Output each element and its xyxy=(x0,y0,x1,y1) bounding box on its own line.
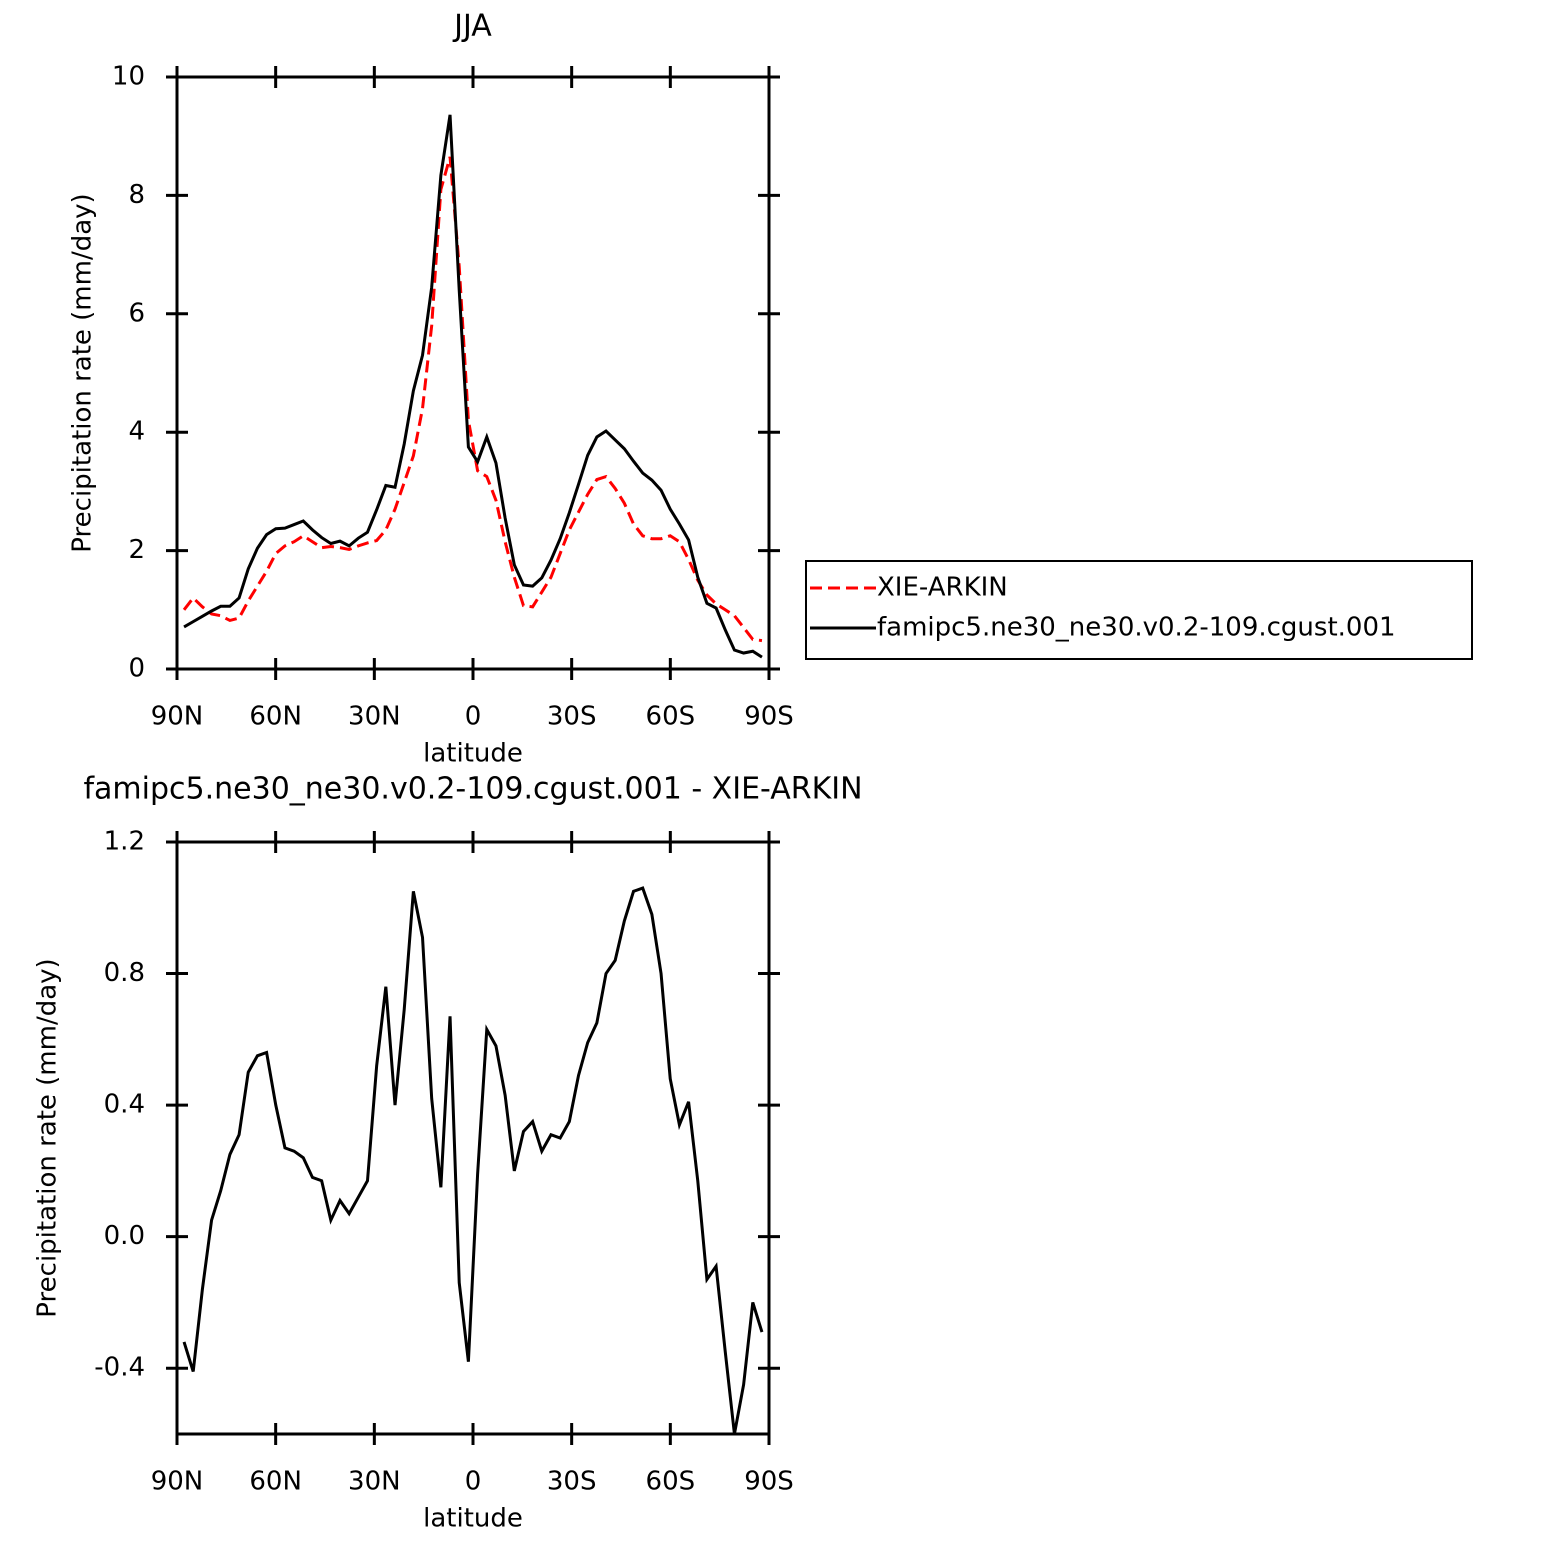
x-tick-label: 60S xyxy=(646,1467,696,1497)
x-tick-label: 30S xyxy=(547,702,597,732)
x-tick-label: 30N xyxy=(348,1467,401,1497)
chart-title: famipc5.ne30_ne30.v0.2-109.cgust.001 - X… xyxy=(83,772,862,807)
legend-box xyxy=(805,560,1473,660)
y-tick-label: 8 xyxy=(128,180,145,210)
x-tick-label: 60S xyxy=(646,702,696,732)
legend-label: XIE-ARKIN xyxy=(877,573,1008,603)
data-line xyxy=(183,114,763,659)
x-axis-label: latitude xyxy=(423,1504,523,1534)
x-tick-label: 30N xyxy=(348,702,401,732)
y-tick-label: 0.0 xyxy=(104,1221,145,1251)
data-line xyxy=(182,156,763,643)
y-tick-label: 4 xyxy=(128,417,145,447)
y-tick-label: 1.2 xyxy=(104,827,145,857)
x-tick-label: 90S xyxy=(744,702,794,732)
y-tick-label: 6 xyxy=(128,298,145,328)
x-tick-label: 90N xyxy=(151,702,204,732)
y-tick-label: 0.4 xyxy=(104,1090,145,1120)
y-axis-label: Precipitation rate (mm/day) xyxy=(68,193,98,552)
x-axis-label: latitude xyxy=(423,739,523,769)
x-tick-label: 60N xyxy=(249,702,302,732)
plot-frame xyxy=(175,75,771,671)
y-tick-label: -0.4 xyxy=(94,1353,145,1383)
legend-label: famipc5.ne30_ne30.v0.2-109.cgust.001 xyxy=(877,613,1396,643)
x-tick-label: 0 xyxy=(465,1467,482,1497)
data-line xyxy=(182,886,764,1435)
x-tick-label: 0 xyxy=(465,702,482,732)
y-axis-label: Precipitation rate (mm/day) xyxy=(33,958,63,1317)
plot-frame xyxy=(175,840,771,1436)
y-tick-label: 0 xyxy=(128,654,145,684)
y-tick-label: 10 xyxy=(112,62,145,92)
y-tick-label: 2 xyxy=(128,535,145,565)
x-tick-label: 30S xyxy=(547,1467,597,1497)
chart-title: JJA xyxy=(452,9,492,44)
y-tick-label: 0.8 xyxy=(104,958,145,988)
x-tick-label: 60N xyxy=(249,1467,302,1497)
x-tick-label: 90S xyxy=(744,1467,794,1497)
x-tick-label: 90N xyxy=(151,1467,204,1497)
